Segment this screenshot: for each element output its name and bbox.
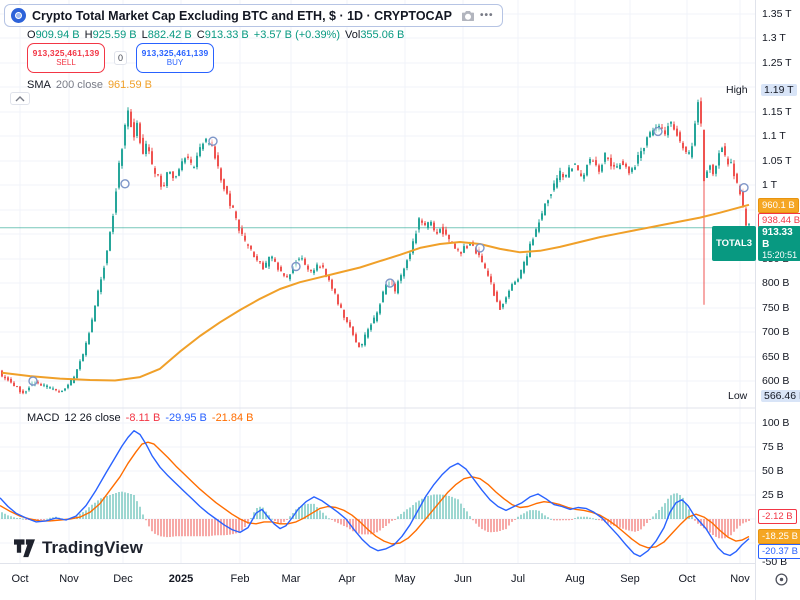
macd-line-value: -29.95 B xyxy=(165,412,207,424)
macd-hist-value: -8.11 B xyxy=(125,412,161,424)
macd-value-tag: -20.37 B xyxy=(758,544,800,559)
price-tick-label: 1.1 T xyxy=(762,130,786,142)
price-tick-label: 750 B xyxy=(762,302,790,314)
volume-value: 355.06 B xyxy=(360,29,405,41)
macd-value-tag: -2.12 B xyxy=(758,509,797,524)
price-tick-label: 700 B xyxy=(762,326,790,338)
time-tick-label: Nov xyxy=(730,573,750,585)
macd-legend[interactable]: MACD 12 26 close -8.11 B -29.95 B -21.84… xyxy=(27,412,254,424)
trade-buttons-row: 913,325,461,139 SELL 0 913,325,461,139 B… xyxy=(27,43,215,73)
price-tick-label: 1.25 T xyxy=(762,57,792,69)
time-tick-label: Jul xyxy=(510,573,526,585)
price-tick-label: 1.05 T xyxy=(762,155,792,167)
more-options-button[interactable]: ••• xyxy=(479,10,494,21)
symbol-legend[interactable]: Crypto Total Market Cap Excluding BTC an… xyxy=(4,4,504,27)
time-tick-label: Sep xyxy=(620,573,640,585)
price-axis[interactable]: 1.35 T1.3 T1.25 T1.15 T1.1 T1.05 T1 T850… xyxy=(755,0,800,600)
time-tick-label: Apr xyxy=(338,573,356,585)
buy-button[interactable]: 913,325,461,139 BUY xyxy=(136,43,215,73)
sell-button[interactable]: 913,325,461,139 SELL xyxy=(27,43,105,73)
sma-value: 961.59 B xyxy=(107,79,152,91)
camera-icon[interactable] xyxy=(461,10,474,21)
price-tick-label: 50 B xyxy=(762,465,784,477)
macd-value-tag: -18.25 B xyxy=(758,529,800,544)
price-tick-label: 100 B xyxy=(762,417,790,429)
pane-collapse-button[interactable] xyxy=(10,92,30,105)
price-tick-label: 75 B xyxy=(762,441,784,453)
bar-countdown: 15:20:51 xyxy=(762,250,798,260)
time-tick-label: Mar xyxy=(281,573,301,585)
time-axis[interactable]: Oct Nov Dec 2025 Feb Mar Apr May Jun Jul Aug Sep Oct… xyxy=(0,563,755,600)
sma-legend[interactable]: SMA 200 close 961.59 B xyxy=(27,79,152,91)
ohlc-values-row: O909.94 B H925.59 B L882.42 B C913.33 B … xyxy=(27,29,405,41)
open-value: 909.94 B xyxy=(35,29,80,41)
time-tick-label: 2025 xyxy=(168,573,194,585)
symbol-chip: TOTAL3 xyxy=(712,226,757,262)
price-tick-label: 1.15 T xyxy=(762,106,792,118)
sma-price-tag: 960.1 B xyxy=(758,198,799,213)
session-low-tick: 566.46 B xyxy=(761,389,800,402)
last-price-value: 913.33 B xyxy=(762,227,793,250)
price-tick-label: 1 T xyxy=(762,179,777,191)
change-value: +3.57 B (+0.39%) xyxy=(253,29,341,41)
time-tick-label: Oct xyxy=(11,573,29,585)
last-price-tag: TOTAL3 913.33 B 15:20:51 xyxy=(712,226,800,262)
price-tick-label: 1.3 T xyxy=(762,32,786,44)
axis-settings-gear-icon[interactable] xyxy=(773,571,789,587)
high-value: 925.59 B xyxy=(92,29,137,41)
price-tick-label: 800 B xyxy=(762,277,790,289)
price-tick-label: -50 B xyxy=(762,556,788,568)
close-value: 913.33 B xyxy=(204,29,249,41)
session-low-label: Low xyxy=(728,390,748,402)
spread-value: 0 xyxy=(114,51,128,65)
time-tick-label: Aug xyxy=(565,573,585,585)
session-high-label: High xyxy=(726,84,748,96)
tradingview-logo[interactable]: TradingView xyxy=(14,538,143,558)
chevron-up-icon xyxy=(15,95,25,101)
symbol-title[interactable]: Crypto Total Market Cap Excluding BTC an… xyxy=(32,8,452,23)
tradingview-logo-text: TradingView xyxy=(42,538,143,557)
tradingview-mark-icon xyxy=(14,538,35,557)
time-tick-label: Oct xyxy=(678,573,696,585)
time-tick-label: Feb xyxy=(230,573,250,585)
low-value: 882.42 B xyxy=(147,29,192,41)
price-tick-label: 1.35 T xyxy=(762,8,792,20)
macd-signal-value: -21.84 B xyxy=(211,412,254,424)
price-tick-label: 25 B xyxy=(762,489,784,501)
cryptocap-logo-icon xyxy=(11,8,26,23)
time-tick-label: Jun xyxy=(454,573,472,585)
session-high-tick: 1.19 T xyxy=(761,83,797,96)
time-tick-label: Dec xyxy=(113,573,133,585)
time-tick-label: Nov xyxy=(59,573,79,585)
price-tick-label: 600 B xyxy=(762,375,790,387)
price-tick-label: 650 B xyxy=(762,351,790,363)
chart-canvas[interactable] xyxy=(0,0,755,568)
time-tick-label: May xyxy=(394,573,416,585)
